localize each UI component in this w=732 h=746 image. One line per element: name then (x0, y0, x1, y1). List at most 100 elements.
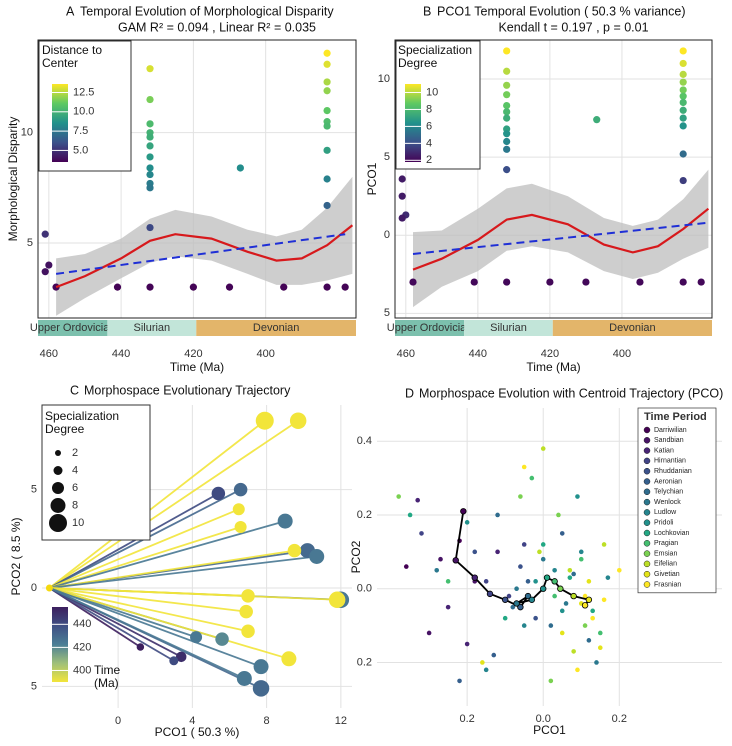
point (503, 278, 511, 286)
endpoint (281, 651, 297, 667)
point (457, 678, 462, 684)
panel-letter: D (405, 386, 414, 400)
x-tick-label: 0.0 (536, 713, 551, 725)
legend-label: Sandbian (654, 437, 684, 444)
legend-marker (643, 447, 651, 454)
trajectory-line (48, 419, 299, 589)
point (552, 567, 557, 573)
point (616, 567, 622, 573)
y-tick-label: 5 (27, 237, 33, 249)
y-tick-label: 0.2 (357, 509, 372, 521)
point (571, 571, 576, 577)
y-tick-label: 5 (31, 484, 37, 496)
trajectory-line (49, 549, 295, 589)
point (537, 549, 542, 555)
point (582, 278, 590, 286)
point (559, 608, 565, 614)
gam-line (55, 224, 354, 289)
legend-marker (643, 437, 651, 444)
point (597, 645, 603, 651)
size-key-label: 6 (72, 482, 78, 494)
point (582, 593, 588, 599)
size-key-label: 8 (72, 499, 78, 511)
y-axis-title: Morphological Disparity (6, 117, 20, 242)
period-label: Silurian (133, 322, 170, 334)
point (323, 49, 331, 57)
point (679, 47, 687, 55)
x-tick-label: 0 (115, 715, 121, 727)
size-key (50, 498, 66, 513)
endpoint (241, 624, 255, 639)
point (146, 153, 154, 161)
centroid-point (471, 574, 478, 581)
centroid-point (540, 585, 547, 592)
point (323, 107, 331, 115)
point (546, 278, 554, 286)
point (41, 230, 49, 238)
x-tick-label: 440 (469, 348, 487, 360)
point (41, 268, 49, 276)
point (578, 549, 584, 555)
endpoint (233, 482, 248, 497)
point (605, 575, 611, 580)
legend-label: Rhuddanian (654, 468, 692, 475)
x-axis-title: PCO1 (533, 723, 566, 737)
point (521, 542, 527, 547)
point (146, 95, 154, 104)
point (415, 497, 421, 503)
confidence-band (56, 176, 353, 316)
point (521, 464, 527, 470)
y-axis-title: PCO2 ( 8.5 %) (9, 517, 23, 595)
size-key-label: 10 (72, 517, 84, 529)
legend-marker (643, 498, 651, 506)
y-tick-label: 10 (21, 127, 33, 139)
chart-title: Temporal Evolution of Morphological Disp… (80, 4, 334, 18)
point (225, 283, 234, 291)
period-band (464, 320, 553, 336)
point (563, 601, 569, 606)
linear-fit (412, 221, 709, 255)
point (679, 122, 687, 130)
centroid-point (581, 602, 589, 609)
point (636, 278, 644, 286)
endpoint (169, 656, 179, 666)
point (679, 78, 687, 86)
point (398, 214, 406, 222)
point (323, 283, 331, 291)
x-tick-label: 460 (397, 348, 415, 360)
point (503, 166, 511, 174)
trajectory-line (49, 587, 262, 668)
point (146, 65, 154, 73)
point (483, 579, 489, 584)
point (556, 512, 561, 518)
point (571, 649, 576, 654)
size-key (49, 514, 67, 532)
point (529, 475, 535, 481)
point (503, 47, 511, 55)
point (398, 175, 406, 183)
point (533, 579, 538, 584)
x-tick-label: 420 (541, 348, 559, 360)
trajectory-line (49, 587, 182, 658)
point (525, 579, 531, 584)
x-tick-label: 460 (40, 348, 58, 360)
centroid-point (517, 603, 524, 611)
colorbar-label: 2 (426, 154, 432, 166)
y-tick-label: 0 (31, 582, 37, 594)
point (575, 494, 580, 499)
point (495, 549, 500, 555)
trajectory-line (48, 420, 266, 589)
point (503, 67, 511, 75)
plot-frame (37, 39, 357, 319)
point (518, 494, 523, 499)
point (503, 130, 511, 138)
legend-marker (643, 457, 651, 465)
x-tick-label: 440 (112, 348, 130, 360)
x-tick-label: 12 (335, 715, 347, 727)
point (323, 201, 331, 210)
period-band (107, 320, 197, 336)
point (590, 608, 595, 614)
colorbar-label: 8 (426, 103, 432, 115)
legend-marker (643, 550, 651, 557)
period-band (552, 320, 712, 336)
